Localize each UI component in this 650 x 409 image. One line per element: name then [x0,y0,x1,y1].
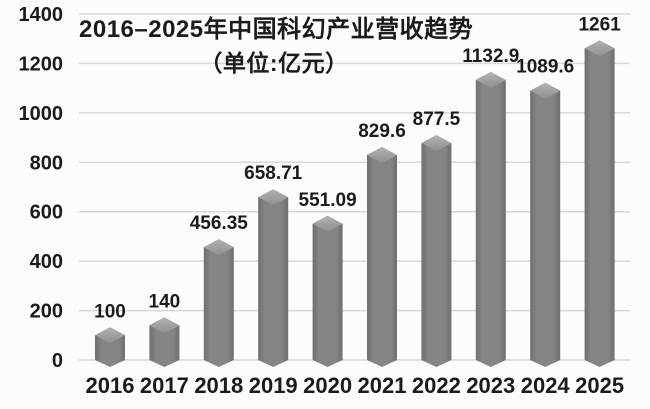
bar-body [149,317,180,367]
bar-value-label: 1132.9 [462,46,519,67]
bar-value-label: 456.35 [190,213,249,234]
bar-body [530,82,561,368]
bar-body [367,146,397,367]
x-axis-label: 2016 [86,373,135,398]
bar-value-label: 1261 [578,14,621,35]
bar-top-face [95,327,125,344]
y-axis-tick-label: 0 [52,350,63,372]
x-axis-label: 2019 [249,373,298,398]
y-axis-tick-label: 800 [30,152,63,174]
y-axis-tick-label: 1000 [19,103,64,125]
bar-value-label: 551.09 [299,190,357,211]
bar-body [312,215,343,367]
bar-value-label: 140 [149,291,181,312]
bar-top-face [367,146,397,163]
bar-top-face [584,40,615,57]
x-axis-label: 2017 [140,373,189,398]
bar-value-label: 877.5 [413,109,461,130]
bar-top-face [421,135,452,152]
x-axis-label: 2024 [521,373,571,398]
bar-top-face [258,189,289,206]
bar-value-label: 658.71 [244,163,303,184]
bar-top-face [312,215,343,232]
bar-top-face [530,82,561,99]
bar-top-face [149,317,180,334]
x-axis-label: 2021 [358,373,407,398]
bar-body [203,239,234,367]
bar-value-label: 100 [94,301,126,322]
bar-body [475,72,506,368]
bar-value-label: 829.6 [358,121,406,142]
bar-value-label: 1089.6 [516,57,574,78]
bar-body [258,189,289,367]
bar-body [584,40,615,368]
x-axis-label: 2020 [303,373,352,398]
x-axis-label: 2023 [466,373,515,398]
x-axis-label: 2025 [575,373,624,398]
y-axis-tick-label: 1200 [19,53,64,75]
x-axis-label: 2022 [412,373,461,398]
y-axis-tick-label: 400 [30,251,63,273]
y-axis-tick-label: 1400 [19,4,64,26]
bar-top-face [475,72,506,89]
bar-top-face [203,239,234,256]
bar-body [421,135,452,367]
y-axis-tick-label: 600 [30,202,63,224]
y-axis-tick-label: 200 [30,301,63,323]
x-axis-label: 2018 [194,373,243,398]
